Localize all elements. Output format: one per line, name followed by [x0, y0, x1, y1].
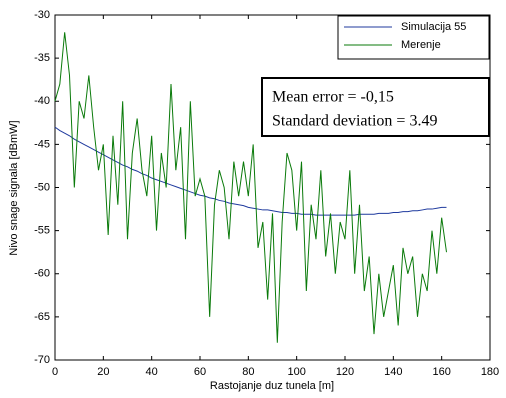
- x-tick-label: 40: [146, 366, 158, 378]
- legend-box: [337, 15, 490, 60]
- y-tick-label: -65: [34, 311, 50, 323]
- x-tick-label: 160: [432, 366, 450, 378]
- data-line: [54, 126, 447, 216]
- x-tick-label: 180: [481, 366, 499, 378]
- y-tick-label: -50: [34, 181, 50, 193]
- y-tick-label: -70: [34, 354, 50, 366]
- plot-area: [54, 14, 491, 361]
- y-tick-label: -30: [34, 9, 50, 21]
- x-tick-label: 120: [336, 366, 354, 378]
- x-tick-label: 0: [52, 366, 58, 378]
- x-tick-label: 80: [242, 366, 254, 378]
- legend-label: Merenje: [401, 39, 441, 51]
- x-axis-label: Rastojanje duz tunela [m]: [210, 380, 334, 392]
- annotation: Mean error = -0,15: [272, 89, 394, 106]
- y-axis-label: Nivo snage signala [dBmW]: [8, 120, 20, 255]
- y-tick-label: -40: [34, 95, 50, 107]
- x-tick-label: 60: [194, 366, 206, 378]
- x-tick-label: 140: [384, 366, 402, 378]
- annotation-box: [261, 77, 490, 137]
- data-line: [54, 32, 447, 343]
- y-tick-label: -60: [34, 268, 50, 280]
- annotation: Standard deviation = 3.49: [272, 113, 437, 130]
- y-tick-label: -35: [34, 52, 50, 64]
- legend-label: Simulacija 55: [401, 21, 466, 33]
- y-tick-label: -55: [34, 225, 50, 237]
- y-tick-label: -45: [34, 138, 50, 150]
- x-tick-label: 20: [97, 366, 109, 378]
- x-tick-label: 100: [287, 366, 305, 378]
